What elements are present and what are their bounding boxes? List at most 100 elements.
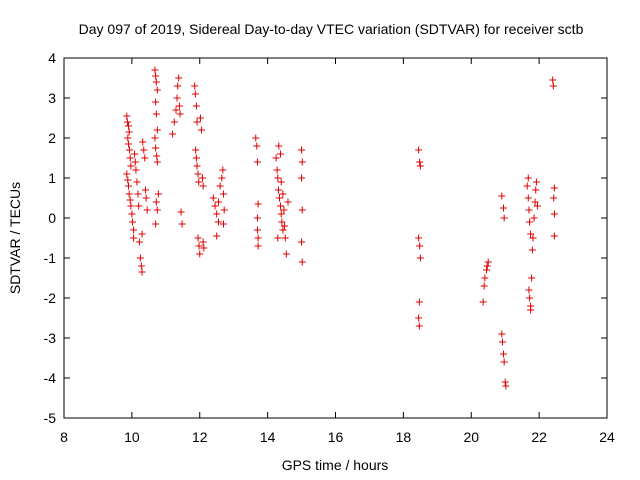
data-point — [479, 298, 487, 306]
y-tick-label: 2 — [48, 130, 56, 146]
data-point — [277, 150, 285, 158]
data-point — [253, 158, 261, 166]
y-tick-label: -5 — [44, 410, 57, 426]
data-point — [136, 254, 144, 262]
data-point — [524, 174, 532, 182]
data-point — [125, 146, 133, 154]
data-point — [274, 174, 282, 182]
data-point — [277, 178, 285, 186]
data-point — [298, 206, 306, 214]
data-point — [192, 146, 200, 154]
x-tick-label: 14 — [260, 429, 276, 445]
data-point — [416, 158, 424, 166]
data-point — [127, 162, 135, 170]
y-tick-label: 4 — [48, 50, 56, 66]
data-point — [153, 86, 161, 94]
data-point — [198, 174, 206, 182]
data-point — [142, 194, 150, 202]
data-point — [281, 222, 289, 230]
data-point — [151, 134, 159, 142]
data-point — [277, 210, 285, 218]
x-tick-label: 20 — [463, 429, 479, 445]
data-point — [216, 182, 224, 190]
y-tick-label: -3 — [44, 330, 57, 346]
data-point — [550, 184, 558, 192]
data-point — [500, 358, 508, 366]
data-point — [253, 142, 261, 150]
data-point — [152, 144, 160, 152]
data-point — [252, 134, 260, 142]
data-point — [211, 202, 219, 210]
y-tick-label: 0 — [48, 210, 56, 226]
data-point — [126, 154, 134, 162]
data-point — [415, 146, 423, 154]
data-point — [139, 138, 147, 146]
data-point — [219, 166, 227, 174]
data-point — [499, 350, 507, 358]
data-point — [154, 190, 162, 198]
data-point — [135, 238, 143, 246]
data-point — [501, 378, 509, 386]
data-point — [253, 214, 261, 222]
data-point — [124, 182, 132, 190]
data-point — [132, 166, 140, 174]
data-point — [214, 218, 222, 226]
data-point — [480, 282, 488, 290]
data-point — [254, 242, 262, 250]
data-point — [152, 198, 160, 206]
data-point — [218, 174, 226, 182]
data-point — [169, 130, 177, 138]
data-point — [153, 206, 161, 214]
data-point — [195, 178, 203, 186]
data-point — [153, 158, 161, 166]
data-point — [193, 162, 201, 170]
data-point — [141, 154, 149, 162]
data-point — [191, 90, 199, 98]
data-point — [284, 198, 292, 206]
data-point — [131, 158, 139, 166]
data-point — [416, 162, 424, 170]
data-point — [415, 298, 423, 306]
y-axis-label: SDTVAR / TECUs — [7, 182, 23, 294]
data-point — [196, 250, 204, 258]
data-point — [524, 194, 532, 202]
data-point — [176, 110, 184, 118]
y-tick-label: -4 — [44, 370, 57, 386]
data-point — [126, 196, 134, 204]
data-point — [124, 134, 132, 142]
data-point — [137, 262, 145, 270]
data-point — [277, 202, 285, 210]
data-point — [498, 338, 506, 346]
data-point — [129, 218, 137, 226]
data-point — [199, 238, 207, 246]
data-point — [220, 190, 228, 198]
data-point — [141, 186, 149, 194]
plot-area — [63, 57, 608, 419]
x-tick-label: 22 — [531, 429, 547, 445]
data-point — [123, 112, 131, 120]
data-point — [498, 192, 506, 200]
data-point — [550, 194, 558, 202]
data-point — [550, 232, 558, 240]
data-point — [124, 122, 132, 130]
x-tick-label: 8 — [60, 429, 68, 445]
data-point — [533, 202, 541, 210]
chart-title: Day 097 of 2019, Sidereal Day-to-day VTE… — [79, 21, 584, 37]
data-point — [143, 206, 151, 214]
data-point — [416, 254, 424, 262]
data-point — [138, 230, 146, 238]
data-point — [200, 244, 208, 252]
data-point — [192, 102, 200, 110]
data-point — [549, 82, 557, 90]
data-point — [209, 194, 217, 202]
data-point — [152, 110, 160, 118]
data-point — [526, 218, 534, 226]
data-point — [416, 242, 424, 250]
data-point — [279, 226, 287, 234]
data-point — [196, 114, 204, 122]
data-point — [175, 102, 183, 110]
data-point — [273, 166, 281, 174]
data-point — [484, 258, 492, 266]
data-point — [550, 210, 558, 218]
